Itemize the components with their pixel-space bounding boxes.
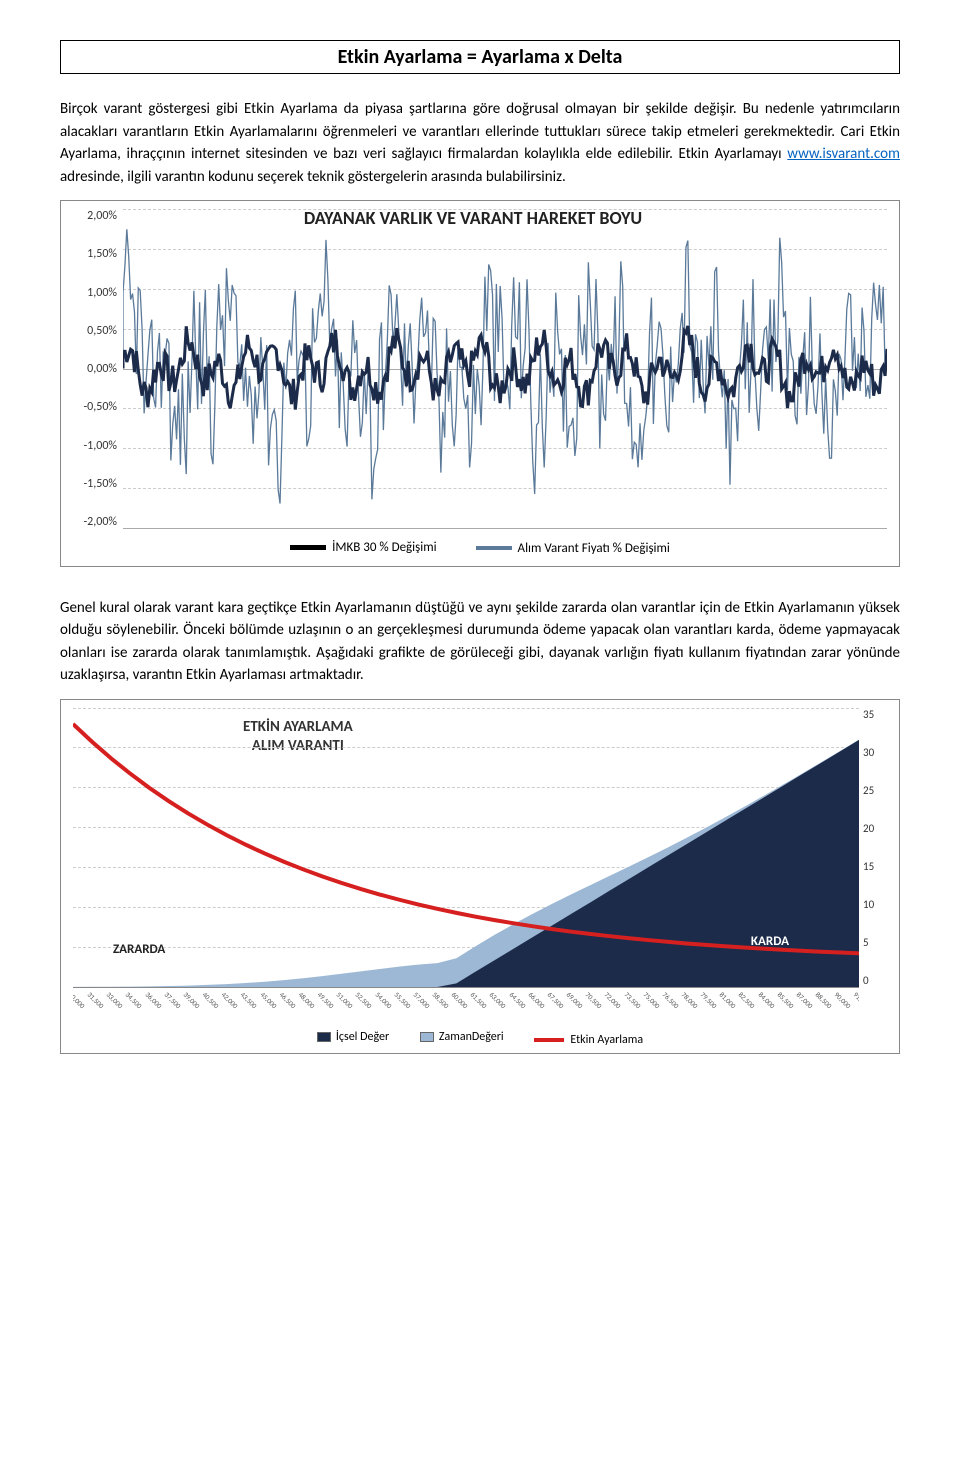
chart1-frame: DAYANAK VARLIK VE VARANT HAREKET BOYU 2,… [60,200,900,567]
legend-item-etkin: Etkin Ayarlama [534,1033,643,1047]
chart2-frame: ETKİN AYARLAMA ALIM VARANTI ZARARDA KARD… [60,699,900,1054]
legend-swatch-intrinsic [317,1032,331,1042]
formula-title: Etkin Ayarlama = Ayarlama x Delta [69,45,891,69]
ytick: 0,50% [73,324,117,338]
ytick: 10 [863,898,887,911]
chart1-yaxis: 2,00% 1,50% 1,00% 0,50% 0,00% -0,50% -1,… [73,209,123,529]
legend-swatch-light [476,546,512,550]
chart2-yaxis: 35 30 25 20 15 10 5 0 [859,708,887,988]
legend-label: İçsel Değer [336,1030,389,1044]
ytick: -2,00% [73,515,117,529]
ytick: -1,50% [73,477,117,491]
ytick: 25 [863,784,887,797]
ytick: 15 [863,860,887,873]
formula-box: Etkin Ayarlama = Ayarlama x Delta [60,40,900,74]
legend-item-intrinsic: İçsel Değer [317,1030,389,1044]
legend-label: ZamanDeğeri [439,1030,504,1044]
ytick: 2,00% [73,209,117,223]
chart1-container: DAYANAK VARLIK VE VARANT HAREKET BOYU 2,… [73,209,887,556]
ytick: 0,00% [73,362,117,376]
ytick: 20 [863,822,887,835]
chart1-svg [123,209,887,528]
ytick: 1,50% [73,247,117,261]
chart1-legend: İMKB 30 % Değişimi Alım Varant Fiyatı % … [73,539,887,556]
chart2-container: ETKİN AYARLAMA ALIM VARANTI ZARARDA KARD… [73,708,887,1047]
chart2-xaxis: 30,00031,50033,00034,50036,00037,50039,0… [73,988,859,1012]
legend-item-imkb: İMKB 30 % Değişimi [290,540,437,555]
ytick: 35 [863,708,887,721]
para1b-text: adresinde, ilgili varantın kodunu seçere… [60,168,566,186]
ytick: 1,00% [73,286,117,300]
legend-label: İMKB 30 % Değişimi [332,540,437,555]
paragraph-2: Genel kural olarak varant kara geçtikçe … [60,597,900,687]
chart2-legend: İçsel Değer ZamanDeğeri Etkin Ayarlama [73,1030,887,1047]
ytick: 5 [863,936,887,949]
legend-item-varant: Alım Varant Fiyatı % Değişimi [476,541,670,556]
ytick: -1,00% [73,439,117,453]
ytick: 30 [863,746,887,759]
legend-label: Alım Varant Fiyatı % Değişimi [518,541,670,556]
legend-item-timevalue: ZamanDeğeri [420,1030,504,1044]
chart1-plot [123,209,887,529]
ytick: 0 [863,974,887,987]
chart2-plot: ZARARDA KARDA [73,708,859,988]
ytick: -0,50% [73,400,117,414]
chart2-svg [73,708,859,987]
para1-text: Birçok varant göstergesi gibi Etkin Ayar… [60,100,900,163]
paragraph-1: Birçok varant göstergesi gibi Etkin Ayar… [60,98,900,188]
legend-swatch-etkin [534,1038,564,1042]
karda-label: KARDA [751,934,789,949]
legend-swatch-timevalue [420,1032,434,1042]
legend-swatch-dark [290,545,326,550]
legend-label: Etkin Ayarlama [570,1033,643,1047]
zararda-label: ZARARDA [113,942,165,957]
isvarant-link[interactable]: www.isvarant.com [787,145,900,163]
